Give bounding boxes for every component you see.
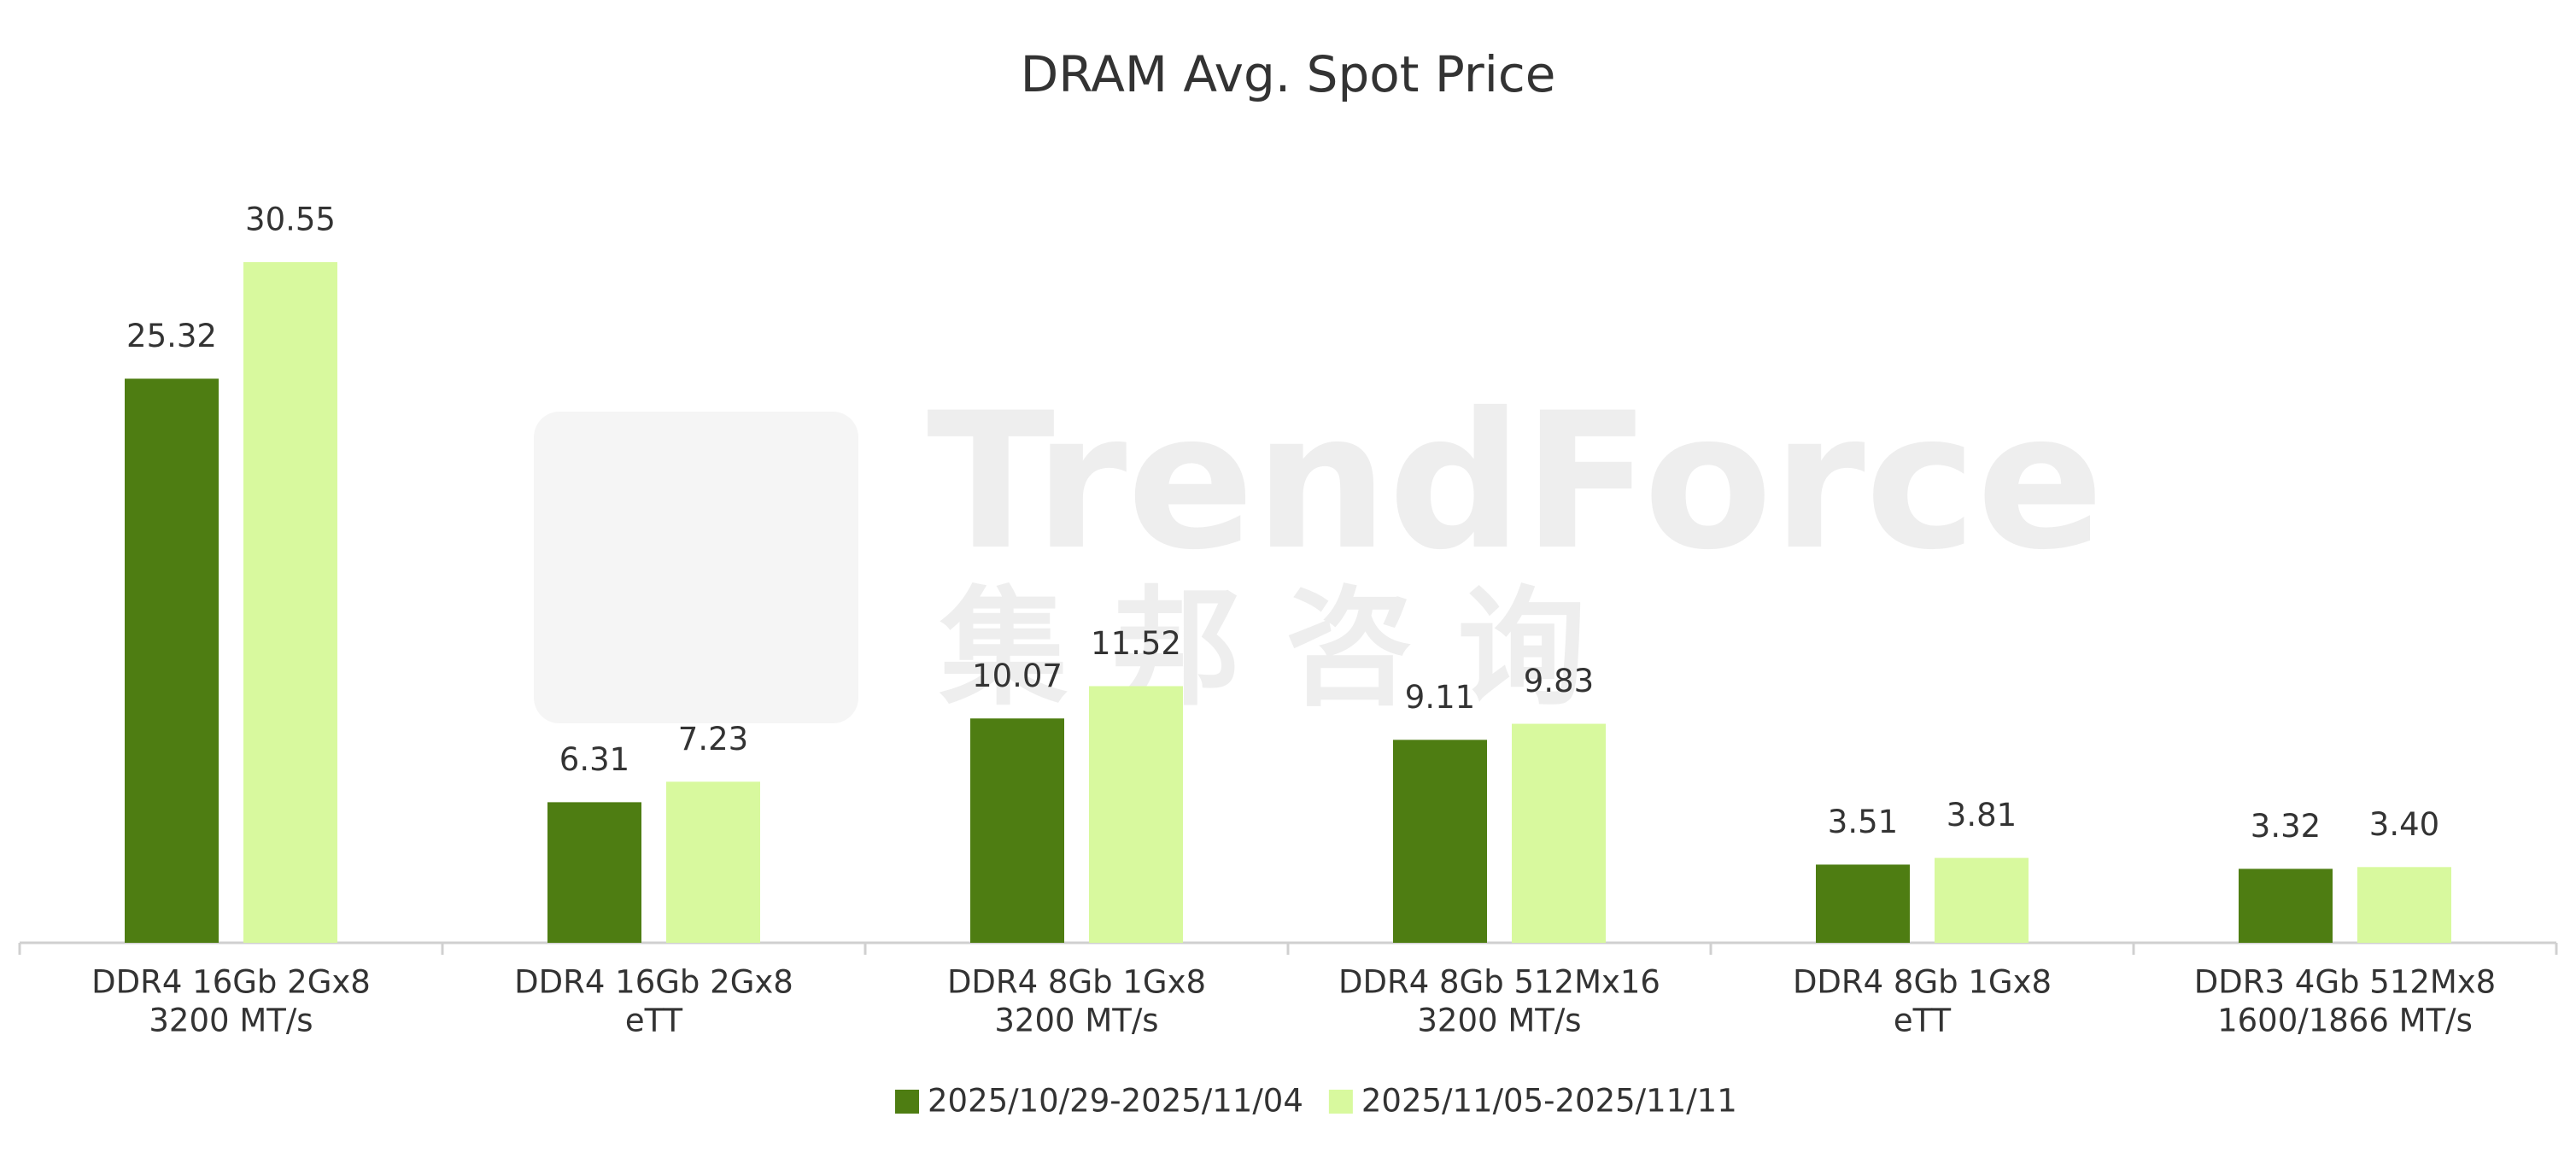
legend-swatch	[1328, 1090, 1353, 1114]
legend-label: 2025/11/05-2025/11/11	[1361, 1083, 1737, 1120]
data-label: 25.32	[126, 318, 217, 354]
x-tick-label: 1600/1866 MT/s	[2217, 1003, 2473, 1039]
bar	[1512, 723, 1606, 943]
bar	[243, 262, 337, 943]
data-label: 7.23	[678, 721, 748, 757]
chart-title: DRAM Avg. Spot Price	[1021, 45, 1556, 103]
watermark-text-cn: 集 邦 咨 询	[939, 575, 1586, 723]
bar	[547, 802, 641, 943]
data-label: 3.81	[1947, 797, 2017, 833]
bar	[1816, 864, 1910, 943]
x-tick-label: 3200 MT/s	[149, 1003, 313, 1039]
data-label: 6.31	[559, 741, 629, 778]
bar	[125, 378, 219, 943]
bar	[2357, 867, 2451, 943]
watermark-logo	[534, 412, 858, 723]
bar	[1393, 740, 1487, 943]
data-label: 10.07	[972, 658, 1063, 694]
x-tick-label: DDR3 4Gb 512Mx8	[2194, 964, 2496, 1001]
x-tick-label: DDR4 8Gb 1Gx8	[1793, 964, 2052, 1001]
bar	[1935, 857, 2029, 943]
x-tick-label: DDR4 8Gb 512Mx16	[1338, 964, 1660, 1001]
bar	[666, 781, 760, 943]
data-label: 3.32	[2251, 808, 2321, 845]
watermark: TrendForce 集 邦 咨 询	[534, 372, 2104, 723]
bar	[1089, 686, 1183, 943]
legend-label: 2025/10/29-2025/11/04	[928, 1083, 1303, 1120]
x-tick-label: DDR4 16Gb 2Gx8	[514, 964, 793, 1001]
legend-swatch	[895, 1090, 919, 1114]
x-tick-label: eTT	[625, 1003, 683, 1039]
x-tick-label: 3200 MT/s	[994, 1003, 1158, 1039]
bar	[970, 718, 1064, 943]
data-label: 9.11	[1405, 679, 1475, 716]
data-label: 9.83	[1524, 663, 1594, 699]
data-label: 30.55	[245, 202, 336, 238]
data-label: 11.52	[1091, 625, 1181, 662]
data-label: 3.51	[1828, 804, 1898, 840]
data-label: 3.40	[2369, 806, 2439, 843]
bar	[2239, 868, 2333, 943]
x-tick-label: DDR4 8Gb 1Gx8	[947, 964, 1206, 1001]
x-tick-label: eTT	[1894, 1003, 1952, 1039]
x-tick-label: 3200 MT/s	[1417, 1003, 1581, 1039]
watermark-text: TrendForce	[927, 372, 2104, 591]
x-tick-label: DDR4 16Gb 2Gx8	[91, 964, 371, 1001]
